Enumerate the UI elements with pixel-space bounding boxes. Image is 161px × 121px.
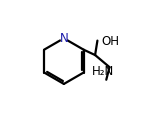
Text: N: N (60, 32, 68, 45)
Text: H₂N: H₂N (91, 65, 114, 78)
Circle shape (61, 35, 67, 41)
Text: OH: OH (101, 35, 119, 48)
